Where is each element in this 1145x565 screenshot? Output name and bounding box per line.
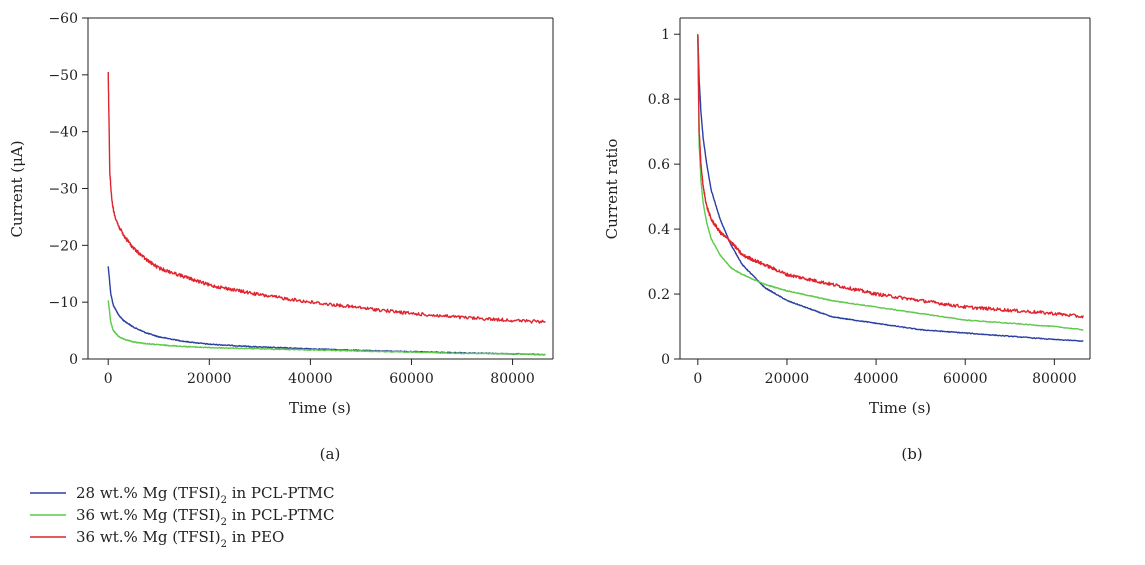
panel-b-label: (b) [901,445,922,463]
panel-b-series-line-1 [697,33,1084,343]
panel-b-y-tick-label: 0.4 [648,222,670,238]
panel-a-series-line-1 [107,265,546,356]
panel-b-x-tick-label: 40000 [854,371,899,387]
panel-a-y-tick-label: −20 [48,238,78,254]
legend-label-1: 28 wt.% Mg (TFSI)2 in PCL-PTMC [76,484,334,506]
panel-b-y-tick-label: 0.2 [648,287,670,303]
panel-a-y-tick-label: −30 [48,182,78,198]
panel-b-x-tick-label: 60000 [943,371,988,387]
panel-b-x-axis-title: Time (s) [869,399,931,417]
panel-a-y-tick-label: −10 [48,295,78,311]
panel-b-x-tick-label: 0 [693,371,702,387]
panel-a-y-tick-label: 0 [69,352,78,368]
panel-b-y-tick-label: 0 [661,352,670,368]
panel-b-x-tick-label: 80000 [1032,371,1077,387]
panel-a-series-line-3 [107,72,546,324]
panel-a-y-tick-label: −60 [48,11,78,27]
panel-b-y-tick-label: 0.8 [648,92,670,108]
panel-b-x-tick-label: 20000 [765,371,810,387]
legend-label-3: 36 wt.% Mg (TFSI)2 in PEO [76,528,284,550]
panel-a-label: (a) [320,445,341,463]
panel-b-series-line-2 [697,34,1084,331]
legend-label-2: 36 wt.% Mg (TFSI)2 in PCL-PTMC [76,506,334,528]
panel-a-x-tick-label: 80000 [490,371,535,387]
panel-b-y-axis-title: Current ratio [603,139,621,240]
panel-a-x-tick-label: 0 [104,371,113,387]
panel-a-y-axis-title: Current (μA) [8,140,26,237]
panel-b-y-tick-label: 1 [661,27,670,43]
panel-a-series-line-2 [107,299,546,356]
panel-b-y-tick-label: 0.6 [648,157,670,173]
panel-b-series-line-3 [697,34,1084,319]
panel-b-chart: Current ratio Time (s) (b) 0 20000 40000 60… [603,17,1091,463]
panel-a-x-tick-label: 40000 [288,371,333,387]
panel-a-x-tick-label: 60000 [389,371,434,387]
panel-a-y-tick-label: −40 [48,125,78,141]
panel-a-x-axis-title: Time (s) [289,399,351,417]
panel-a-y-tick-label: −50 [48,68,78,84]
panel-a-chart: Current (μA) Time (s) (a) 0 20000 40000 600… [8,11,554,463]
panel-a-x-tick-label: 20000 [187,371,232,387]
